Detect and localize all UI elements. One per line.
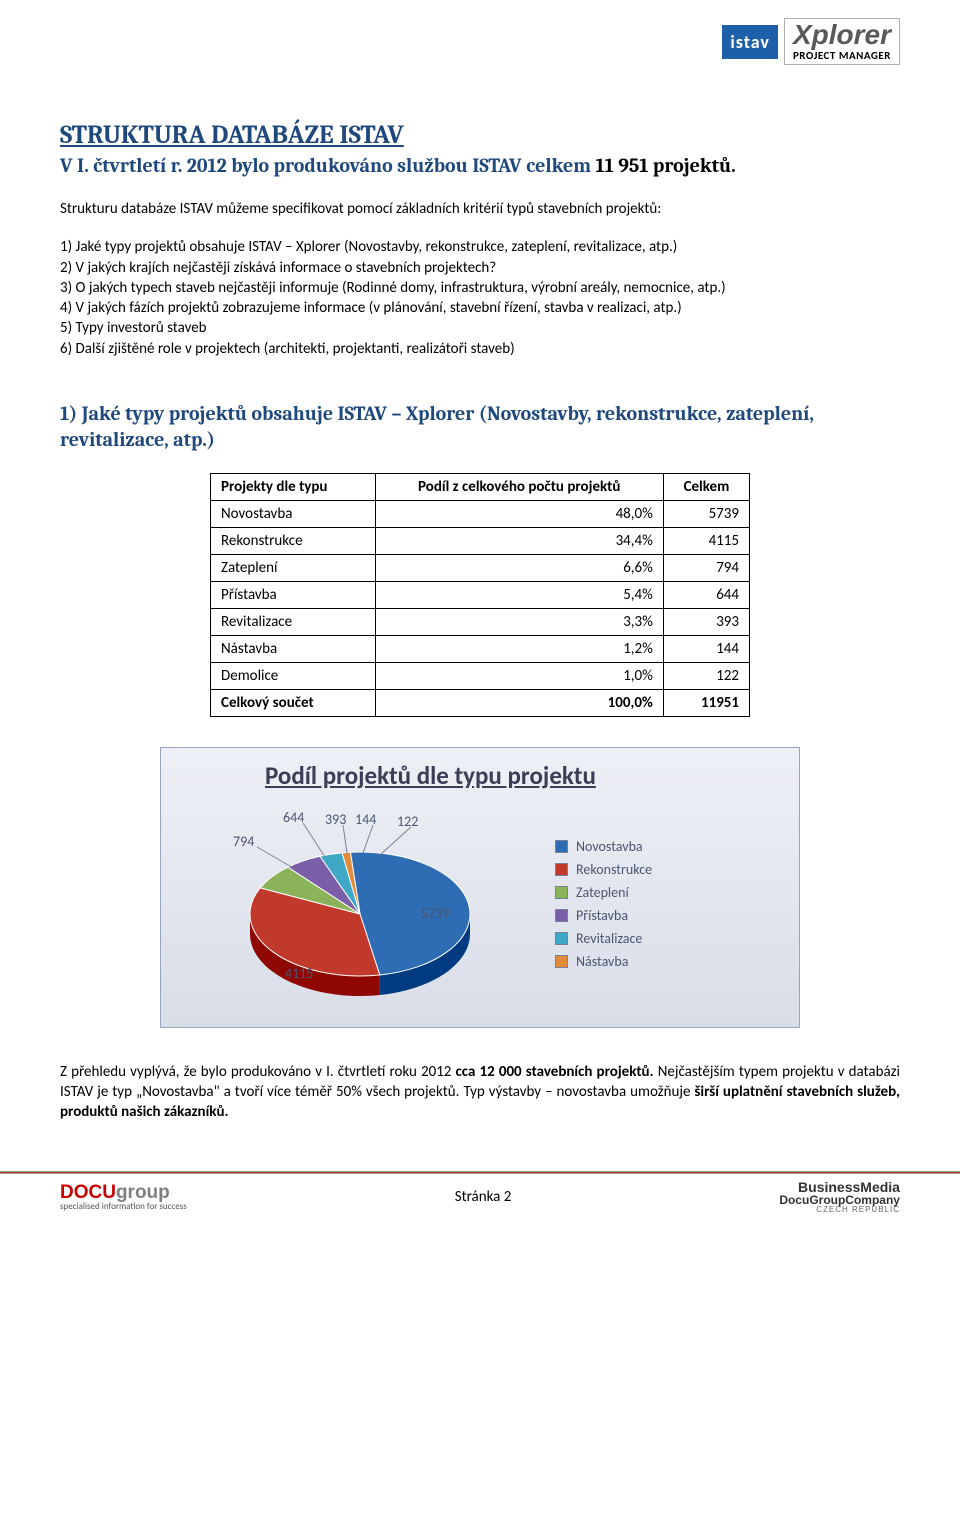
cell-label: Demolice — [211, 662, 376, 689]
logo-xplorer-text: Xplorer — [793, 21, 891, 49]
cell-share: 34,4% — [375, 527, 663, 554]
subtitle-prefix: V I. čtvrtletí r. 2012 bylo produkováno … — [60, 154, 596, 177]
docu-logo: DOCUgroup — [60, 1183, 187, 1202]
footnote-text: Z přehledu vyplývá, že bylo produkováno … — [60, 1063, 456, 1081]
subtitle: V I. čtvrtletí r. 2012 bylo produkováno … — [60, 154, 900, 177]
cell-label: Rekonstrukce — [211, 527, 376, 554]
table-row: Revitalizace3,3%393 — [211, 608, 750, 635]
cell-label: Novostavba — [211, 500, 376, 527]
bm-line2: DocuGroupCompany — [779, 1194, 900, 1206]
cell-share: 3,3% — [375, 608, 663, 635]
pie-label: 144 — [355, 811, 376, 828]
chart-legend: Novostavba Rekonstrukce Zateplení Přístavba… — [555, 832, 785, 976]
list-item: 5) Typy investorů staveb — [60, 318, 900, 338]
legend-label: Revitalizace — [576, 930, 642, 947]
legend-item: Nástavba — [555, 953, 785, 970]
cell-count: 794 — [663, 554, 749, 581]
legend-item: Přístavba — [555, 907, 785, 924]
cell-share: 1,2% — [375, 635, 663, 662]
list-item: 6) Další zjištěné role v projektech (arc… — [60, 339, 900, 359]
pie-label: 4115 — [285, 965, 313, 982]
page-number: Stránka 2 — [455, 1188, 512, 1206]
legend-label: Novostavba — [576, 838, 643, 855]
footer-left-logo: DOCUgroup specialised information for su… — [60, 1183, 187, 1211]
pie-chart: 794 644 393 144 122 5739 4115 — [175, 799, 535, 1009]
bm-line3: CZECH REPUBLIC — [779, 1206, 900, 1214]
docu-logo-grey: group — [116, 1182, 170, 1203]
pie-chart-box: Podíl projektů dle typu projektu 794 644… — [160, 747, 800, 1028]
cell-count: 393 — [663, 608, 749, 635]
legend-swatch — [555, 863, 568, 876]
legend-label: Nástavba — [576, 953, 628, 970]
bm-line1: BusinessMedia — [779, 1180, 900, 1194]
table-row: Demolice1,0%122 — [211, 662, 750, 689]
col-header-share: Podíl z celkového počtu projektů — [375, 473, 663, 500]
cell-count: 122 — [663, 662, 749, 689]
subtitle-suffix: . — [731, 154, 736, 177]
cell-label: Zateplení — [211, 554, 376, 581]
intro-paragraph: Strukturu databáze ISTAV můžeme specifik… — [60, 199, 900, 219]
pie-label: 794 — [233, 833, 254, 850]
projects-by-type-table: Projekty dle typu Podíl z celkového počt… — [210, 473, 750, 717]
table-row: Zateplení6,6%794 — [211, 554, 750, 581]
table-row-total: Celkový součet100,0%11951 — [211, 689, 750, 716]
legend-item: Rekonstrukce — [555, 861, 785, 878]
header-logo: istav Xplorer PROJECT MANAGER — [722, 18, 900, 65]
pie-label: 644 — [283, 809, 304, 826]
legend-item: Novostavba — [555, 838, 785, 855]
legend-swatch — [555, 840, 568, 853]
cell-share: 5,4% — [375, 581, 663, 608]
logo-xplorer-box: Xplorer PROJECT MANAGER — [784, 18, 900, 65]
legend-item: Revitalizace — [555, 930, 785, 947]
legend-label: Přístavba — [576, 907, 628, 924]
table-row: Přístavba5,4%644 — [211, 581, 750, 608]
list-item: 1) Jaké typy projektů obsahuje ISTAV – X… — [60, 237, 900, 257]
cell-count: 4115 — [663, 527, 749, 554]
cell-label: Nástavba — [211, 635, 376, 662]
list-item: 2) V jakých krajích nejčastěji získává i… — [60, 258, 900, 278]
cell-share: 48,0% — [375, 500, 663, 527]
footnote-bold: cca 12 000 stavebních projektů. — [456, 1063, 654, 1081]
legend-swatch — [555, 886, 568, 899]
cell-total-share: 100,0% — [375, 689, 663, 716]
criteria-list: 1) Jaké typy projektů obsahuje ISTAV – X… — [60, 237, 900, 359]
footer-right-logo: BusinessMedia DocuGroupCompany CZECH REP… — [779, 1180, 900, 1214]
logo-project-manager: PROJECT MANAGER — [793, 49, 891, 62]
page-title: STRUKTURA DATABÁZE ISTAV — [60, 120, 900, 150]
legend-swatch — [555, 955, 568, 968]
table-row: Rekonstrukce34,4%4115 — [211, 527, 750, 554]
pie-label: 393 — [325, 811, 346, 828]
table-row: Nástavba1,2%144 — [211, 635, 750, 662]
docu-tagline: specialised information for success — [60, 1202, 187, 1211]
cell-count: 644 — [663, 581, 749, 608]
col-header-type: Projekty dle typu — [211, 473, 376, 500]
cell-share: 1,0% — [375, 662, 663, 689]
col-header-total: Celkem — [663, 473, 749, 500]
cell-total-label: Celkový součet — [211, 689, 376, 716]
cell-count: 144 — [663, 635, 749, 662]
summary-paragraph: Z přehledu vyplývá, že bylo produkováno … — [60, 1062, 900, 1123]
legend-label: Zateplení — [576, 884, 629, 901]
cell-label: Revitalizace — [211, 608, 376, 635]
legend-swatch — [555, 909, 568, 922]
cell-label: Přístavba — [211, 581, 376, 608]
chart-title: Podíl projektů dle typu projektu — [265, 760, 785, 791]
list-item: 3) O jakých typech staveb nejčastěji inf… — [60, 278, 900, 298]
logo-istav: istav — [722, 25, 778, 59]
cell-share: 6,6% — [375, 554, 663, 581]
table-row: Novostavba48,0%5739 — [211, 500, 750, 527]
subtitle-count: 11 951 projektů — [596, 154, 732, 177]
pie-label: 5739 — [421, 905, 449, 922]
page-footer: DOCUgroup specialised information for su… — [0, 1174, 960, 1226]
section-1-heading: 1) Jaké typy projektů obsahuje ISTAV – X… — [60, 401, 900, 453]
docu-logo-red: DOCU — [60, 1182, 116, 1203]
legend-label: Rekonstrukce — [576, 861, 652, 878]
legend-swatch — [555, 932, 568, 945]
pie-label: 122 — [397, 813, 418, 830]
legend-item: Zateplení — [555, 884, 785, 901]
list-item: 4) V jakých fázích projektů zobrazujeme … — [60, 298, 900, 318]
cell-total-count: 11951 — [663, 689, 749, 716]
cell-count: 5739 — [663, 500, 749, 527]
